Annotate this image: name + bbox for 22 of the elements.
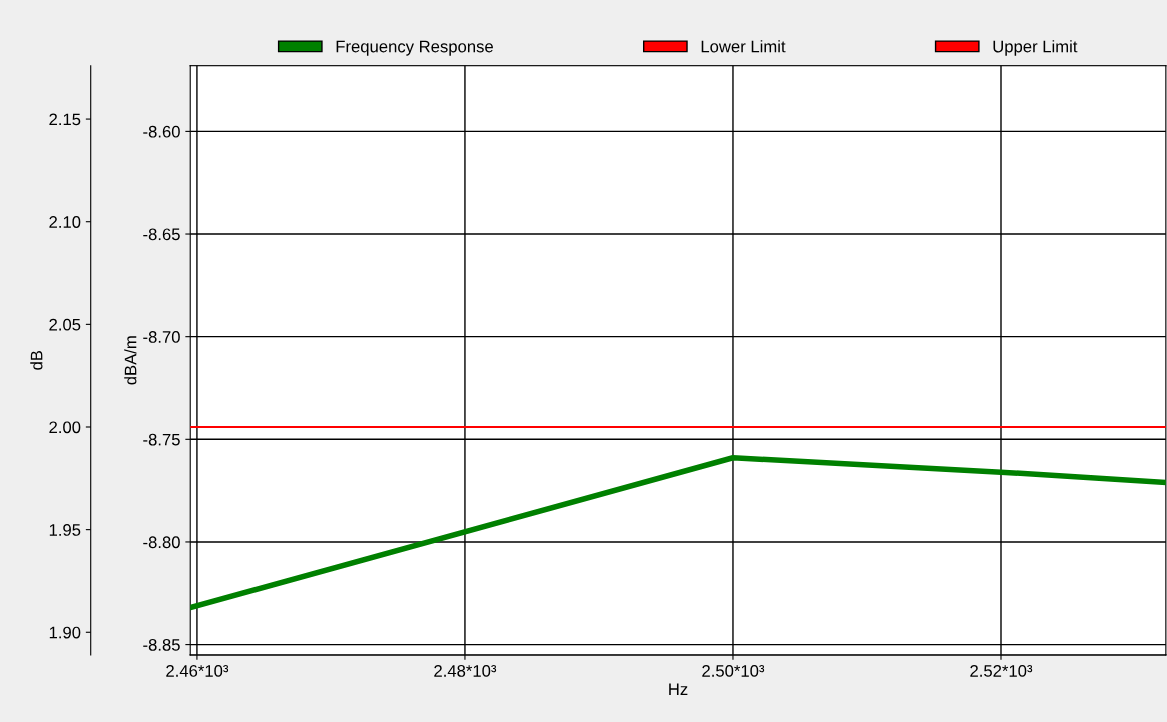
x-tick-label: 2.52*10³ xyxy=(970,665,1033,677)
y-tick-label: -8.60 xyxy=(143,125,180,138)
y2-tick-label: 2.10 xyxy=(49,216,81,228)
y2-tick-label: 1.95 xyxy=(49,524,81,536)
y-tick-label: -8.75 xyxy=(143,433,180,446)
x-tick-label: 2.50*10³ xyxy=(702,665,765,677)
x-tick-label: 2.48*10³ xyxy=(434,665,497,677)
legend-label: Upper Limit xyxy=(993,40,1078,56)
y2-axis-title: dB xyxy=(30,350,43,370)
x-axis-title: Hz xyxy=(669,683,688,695)
y2-tick-label: 1.90 xyxy=(49,626,81,639)
y2-tick-label: 2.05 xyxy=(49,318,81,331)
x-tick-label: 2.46*10³ xyxy=(166,665,229,677)
legend-label: Lower Limit xyxy=(701,40,786,53)
y-tick-label: -8.70 xyxy=(143,331,180,343)
y-axis-title: dBA/m xyxy=(124,336,137,385)
y2-tick-label: 2.15 xyxy=(49,113,81,126)
legend-label: Frequency Response xyxy=(336,40,493,56)
y2-tick-label: 2.00 xyxy=(49,421,81,434)
y-tick-label: -8.85 xyxy=(143,638,180,651)
y-tick-label: -8.65 xyxy=(143,228,180,241)
y-tick-label: -8.80 xyxy=(143,536,180,549)
